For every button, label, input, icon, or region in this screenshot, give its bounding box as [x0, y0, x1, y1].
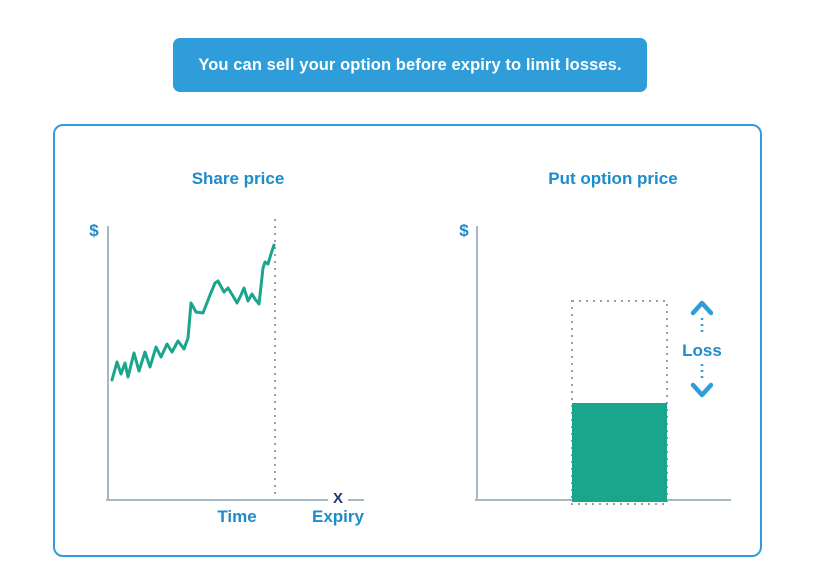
time-axis-label: Time — [217, 507, 257, 526]
share-price-line — [110, 243, 276, 382]
put-option-price-title: Put option price — [548, 169, 678, 188]
put-y-axis-dollar-label: $ — [459, 221, 469, 240]
loss-arrow-down-chevron-icon — [690, 382, 714, 398]
loss-arrow-up-chevron-icon — [690, 300, 714, 316]
caption-banner: You can sell your option before expiry t… — [173, 38, 647, 92]
expiry-label: Expiry — [312, 507, 364, 526]
loss-label: Loss — [682, 341, 722, 360]
expiry-x-marker: X — [328, 490, 348, 507]
option-value-bar — [572, 403, 667, 502]
share-price-title: Share price — [191, 169, 285, 188]
potential-value-dotted-outline — [571, 300, 668, 505]
share-y-axis-dollar-label: $ — [89, 221, 99, 240]
caption-text: You can sell your option before expiry t… — [198, 55, 622, 74]
